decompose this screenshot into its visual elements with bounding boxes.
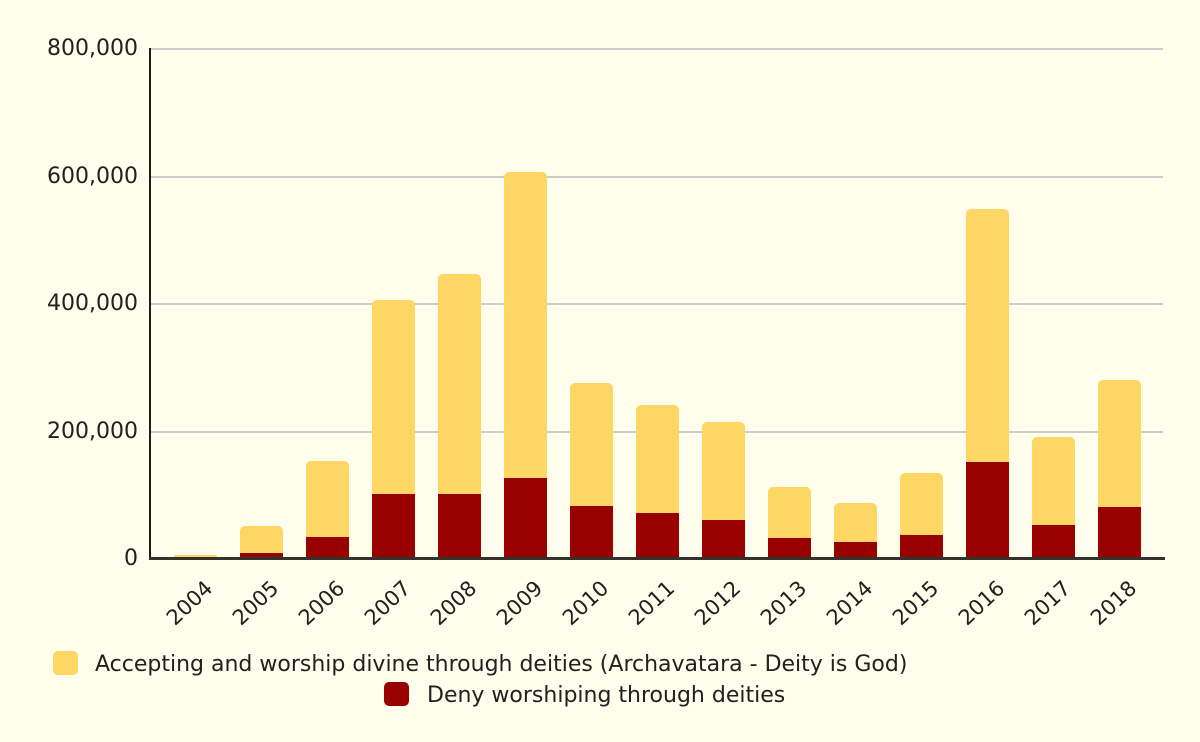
- legend-swatch-accepting-icon: [53, 651, 78, 675]
- bar-segment-deny-2015[interactable]: [899, 535, 943, 558]
- plot-area: [150, 48, 1163, 559]
- bar-segment-accepting-2007[interactable]: [371, 299, 415, 495]
- bar-segment-accepting-2006[interactable]: [305, 461, 349, 537]
- bar-segment-deny-2008[interactable]: [437, 494, 481, 558]
- y-axis-label-400000: 400,000: [47, 291, 138, 316]
- bar-segment-accepting-2015[interactable]: [899, 473, 943, 536]
- legend-item-deny: Deny worshiping through deities: [384, 682, 785, 709]
- bar-segment-deny-2013[interactable]: [767, 538, 811, 558]
- bar-segment-accepting-2010[interactable]: [569, 382, 613, 506]
- bar-segment-deny-2017[interactable]: [1031, 524, 1075, 558]
- bar-segment-deny-2016[interactable]: [965, 462, 1009, 558]
- bar-segment-accepting-2005[interactable]: [239, 526, 283, 553]
- bar-segment-deny-2007[interactable]: [371, 494, 415, 558]
- bar-segment-deny-2018[interactable]: [1097, 507, 1141, 558]
- bar-segment-accepting-2013[interactable]: [767, 486, 811, 539]
- bar-segment-deny-2010[interactable]: [569, 505, 613, 558]
- bar-segment-deny-2012[interactable]: [701, 519, 745, 558]
- legend-swatch-deny-icon: [384, 682, 409, 706]
- x-axis-line: [149, 557, 1165, 560]
- bar-segment-accepting-2012[interactable]: [701, 422, 745, 520]
- bar-segment-deny-2005[interactable]: [239, 552, 283, 558]
- bar-segment-accepting-2009[interactable]: [503, 172, 547, 479]
- bar-segment-accepting-2018[interactable]: [1097, 379, 1141, 507]
- bar-segment-deny-2014[interactable]: [833, 542, 877, 558]
- bar-segment-deny-2011[interactable]: [635, 513, 679, 558]
- legend-label-deny: Deny worshiping through deities: [427, 683, 786, 708]
- bar-segment-deny-2006[interactable]: [305, 536, 349, 558]
- y-axis-label-800000: 800,000: [47, 36, 138, 61]
- y-axis-label-600000: 600,000: [47, 163, 138, 189]
- bar-segment-deny-2009[interactable]: [503, 478, 547, 558]
- bar-segment-accepting-2016[interactable]: [965, 208, 1009, 463]
- bar-segment-accepting-2014[interactable]: [833, 502, 877, 543]
- legend-item-accepting: Accepting and worship divine through dei…: [53, 651, 907, 678]
- gridline-800000: [150, 48, 1163, 50]
- bar-segment-accepting-2008[interactable]: [437, 273, 481, 495]
- bar-segment-accepting-2004[interactable]: [173, 554, 217, 558]
- bar-segment-accepting-2017[interactable]: [1031, 436, 1075, 525]
- y-axis-line: [149, 48, 151, 560]
- y-axis-label-200000: 200,000: [47, 418, 138, 444]
- gridline-400000: [150, 303, 1163, 305]
- legend-label-accepting: Accepting and worship divine through dei…: [95, 652, 908, 677]
- bar-segment-accepting-2011[interactable]: [635, 405, 679, 514]
- gridline-600000: [150, 175, 1163, 178]
- y-axis-label-0: 0: [124, 546, 138, 571]
